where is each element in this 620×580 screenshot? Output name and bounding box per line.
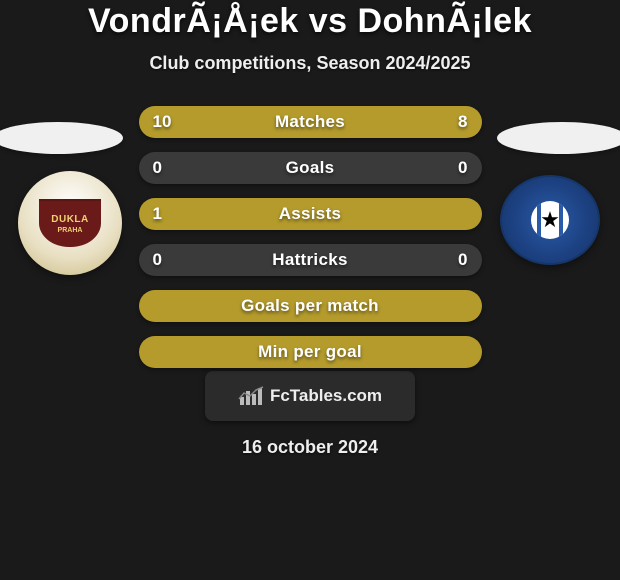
stat-bar: Assists 1 xyxy=(139,198,482,230)
stat-label: Assists xyxy=(279,204,342,224)
stat-bar: Goals 0 0 xyxy=(139,152,482,184)
team-right-logo: ★ xyxy=(500,175,600,265)
right-ellipse-decoration xyxy=(497,122,620,154)
stats-list: Matches108Goals00Assists1Hattricks00Goal… xyxy=(139,106,482,368)
stat-right-value: 0 xyxy=(458,250,467,270)
stat-bar: Hattricks 0 0 xyxy=(139,244,482,276)
team-left-name: DUKLA xyxy=(51,215,89,225)
stat-label: Min per goal xyxy=(258,342,362,362)
stat-right-value: 0 xyxy=(458,158,467,178)
team-left-sub: PRAHA xyxy=(58,227,83,234)
source-label: FcTables.com xyxy=(270,386,382,406)
stat-label: Hattricks xyxy=(272,250,347,270)
page-title: VondrÃ¡Å¡ek vs DohnÃ¡lek xyxy=(0,2,620,41)
stat-left-value: 0 xyxy=(153,250,162,270)
stat-bar: Min per goal xyxy=(139,336,482,368)
stat-label: Goals xyxy=(286,158,335,178)
stat-left-value: 10 xyxy=(153,112,172,132)
season-subtitle: Club competitions, Season 2024/2025 xyxy=(0,53,620,74)
stat-bar: Matches 10 8 xyxy=(139,106,482,138)
stat-bar: Goals per match xyxy=(139,290,482,322)
stat-right-value: 8 xyxy=(458,112,467,132)
chart-icon xyxy=(238,385,264,407)
team-left-logo: DUKLA PRAHA xyxy=(18,171,122,275)
stat-label: Matches xyxy=(275,112,345,132)
stat-left-value: 0 xyxy=(153,158,162,178)
source-badge: FcTables.com xyxy=(205,371,415,421)
stat-left-value: 1 xyxy=(153,204,162,224)
footer-date: 16 october 2024 xyxy=(0,437,620,458)
stat-label: Goals per match xyxy=(241,296,379,316)
